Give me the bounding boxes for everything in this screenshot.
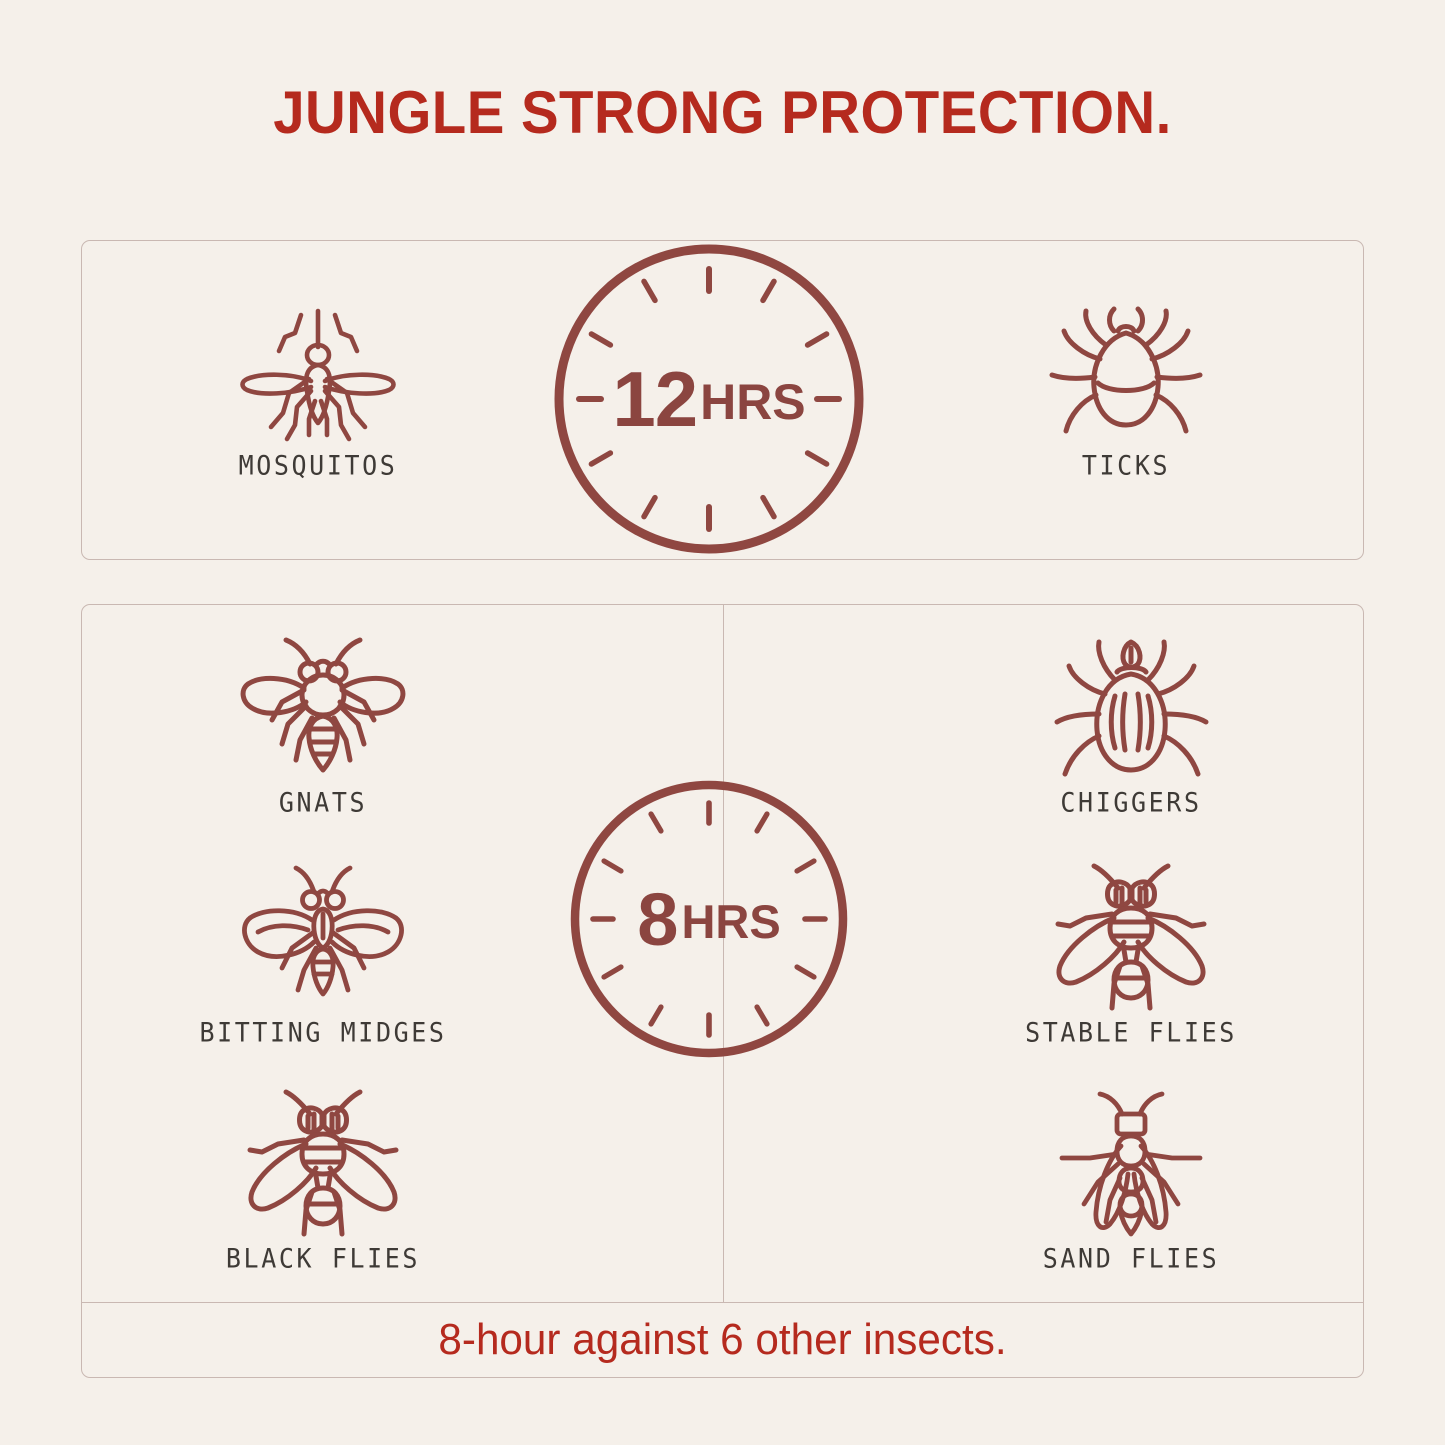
chigger-icon [981, 632, 1281, 782]
item-label: SAND FLIES [1042, 1243, 1220, 1274]
mosquito-icon [168, 295, 468, 445]
page-title: JUNGLE STRONG PROTECTION. [273, 79, 1172, 146]
sand-fly-icon [981, 1088, 1281, 1238]
black-fly-icon [173, 1088, 473, 1238]
item-sand-flies: SAND FLIES [981, 1088, 1281, 1274]
item-ticks: TICKS [976, 295, 1276, 481]
item-bitting-midges: BITTING MIDGES [173, 862, 473, 1048]
item-label: BLACK FLIES [225, 1243, 421, 1274]
item-black-flies: BLACK FLIES [173, 1088, 473, 1274]
midge-icon [173, 862, 473, 1012]
item-label: GNATS [278, 787, 368, 818]
panel-12-hour [81, 240, 1364, 560]
clock-8-hours: 8 HRS [565, 775, 853, 1063]
panel-horizontal-divider [82, 1302, 1363, 1304]
item-label: CHIGGERS [1060, 787, 1202, 818]
item-gnats: GNATS [173, 632, 473, 818]
item-chiggers: CHIGGERS [981, 632, 1281, 818]
panel-vertical-divider [723, 605, 725, 1302]
item-label: MOSQUITOS [238, 450, 398, 481]
gnat-icon [173, 632, 473, 782]
panel-8-hour [81, 604, 1364, 1378]
item-mosquitos: MOSQUITOS [168, 295, 468, 481]
item-label: TICKS [1081, 450, 1171, 481]
tick-icon [976, 295, 1276, 445]
item-stable-flies: STABLE FLIES [981, 862, 1281, 1048]
stable-fly-icon [981, 862, 1281, 1012]
item-label: BITTING MIDGES [199, 1017, 447, 1048]
panel-caption: 8-hour against 6 other insects. [438, 1315, 1007, 1364]
clock-12-hours: 12 HRS [548, 238, 870, 560]
item-label: STABLE FLIES [1025, 1017, 1237, 1048]
